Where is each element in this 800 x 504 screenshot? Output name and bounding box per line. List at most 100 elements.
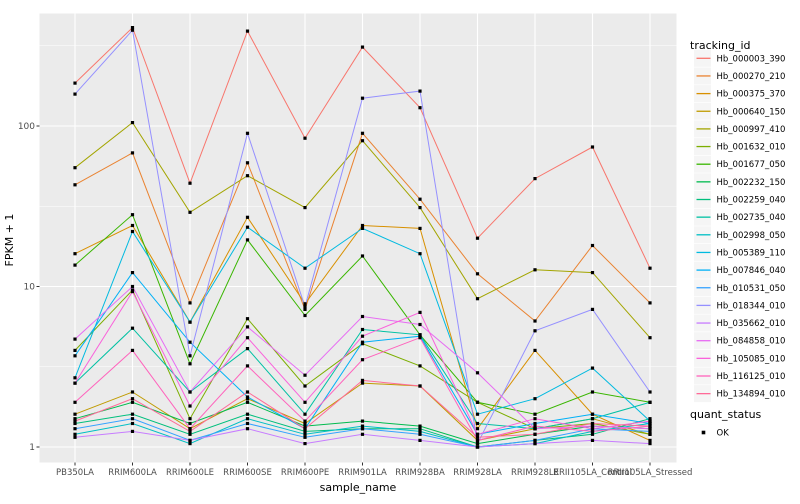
data-point-marker bbox=[73, 419, 77, 423]
data-point-marker bbox=[533, 421, 537, 426]
data-point-marker bbox=[245, 400, 250, 404]
x-tick-label: RRIM600SE bbox=[223, 468, 272, 478]
data-point-marker bbox=[303, 435, 307, 439]
data-point-marker bbox=[130, 271, 135, 275]
y-tick-label: 100 bbox=[18, 122, 35, 132]
data-point-marker bbox=[303, 305, 307, 309]
data-point-marker bbox=[130, 390, 135, 394]
data-point-marker bbox=[245, 397, 250, 401]
data-point-marker bbox=[73, 381, 77, 385]
data-point-marker bbox=[245, 131, 250, 135]
data-point-marker bbox=[360, 254, 365, 258]
data-point-marker bbox=[418, 106, 422, 110]
data-point-marker bbox=[130, 26, 135, 30]
data-point-marker bbox=[130, 412, 135, 416]
legend-label-Hb_002232_150: Hb_002232_150 bbox=[717, 178, 786, 188]
data-point-marker bbox=[475, 272, 480, 276]
data-point-marker bbox=[590, 417, 595, 421]
data-point-marker bbox=[590, 243, 595, 248]
data-point-marker bbox=[590, 438, 595, 442]
data-point-marker bbox=[303, 400, 307, 404]
legend-label-Hb_002735_040: Hb_002735_040 bbox=[717, 213, 786, 223]
legend-label-Hb_035662_010: Hb_035662_010 bbox=[717, 319, 786, 329]
data-point-marker bbox=[418, 384, 422, 388]
data-point-marker bbox=[360, 432, 365, 436]
data-point-marker bbox=[360, 131, 365, 135]
data-point-marker bbox=[245, 225, 250, 229]
x-tick-label: RRIM928BA bbox=[395, 468, 445, 478]
data-point-marker bbox=[475, 297, 480, 301]
legend-title-tracking-id: tracking_id bbox=[690, 39, 751, 52]
data-point-marker bbox=[245, 238, 250, 242]
data-point-marker bbox=[590, 424, 595, 428]
data-point-marker bbox=[648, 442, 652, 446]
legend-label-Hb_007846_040: Hb_007846_040 bbox=[717, 266, 786, 276]
legend-label-Hb_105085_010: Hb_105085_010 bbox=[717, 354, 786, 364]
legend-label-Hb_000997_410: Hb_000997_410 bbox=[717, 125, 786, 135]
data-point-marker bbox=[188, 210, 192, 214]
data-point-marker bbox=[303, 427, 307, 431]
legend-label-Hb_002998_050: Hb_002998_050 bbox=[717, 231, 786, 241]
data-point-marker bbox=[475, 421, 480, 426]
data-point-marker bbox=[590, 427, 595, 431]
data-point-marker bbox=[245, 395, 250, 399]
axis-tick-labels: 100 10 1 PB350LA RRIM600LA RRIM600LE RRIM600SE… bbox=[18, 122, 693, 478]
legend-label-Hb_134894_010: Hb_134894_010 bbox=[717, 390, 786, 400]
legend-ok-marker bbox=[701, 430, 706, 435]
x-tick-label: RRIM928LE bbox=[511, 468, 559, 478]
data-point-marker bbox=[303, 419, 307, 423]
data-point-marker bbox=[533, 427, 537, 431]
data-point-marker bbox=[418, 364, 422, 368]
data-point-marker bbox=[418, 424, 422, 428]
data-point-marker bbox=[533, 268, 537, 272]
data-point-marker bbox=[360, 334, 365, 338]
axis-ticks bbox=[36, 125, 651, 466]
data-point-marker bbox=[418, 310, 422, 314]
data-point-marker bbox=[73, 92, 77, 96]
data-point-marker bbox=[130, 229, 135, 234]
data-point-marker bbox=[533, 417, 537, 421]
data-point-marker bbox=[188, 354, 192, 358]
data-point-marker bbox=[648, 432, 652, 436]
legend-label-Hb_010531_050: Hb_010531_050 bbox=[717, 284, 786, 294]
data-point-marker bbox=[130, 326, 135, 330]
data-point-marker bbox=[418, 432, 422, 436]
data-point-marker bbox=[130, 284, 135, 289]
data-point-marker bbox=[73, 421, 77, 426]
plot-panel bbox=[39, 13, 677, 463]
data-point-marker bbox=[360, 419, 365, 423]
data-point-marker bbox=[475, 236, 480, 240]
data-point-marker bbox=[73, 166, 77, 170]
legend-label-Hb_002259_040: Hb_002259_040 bbox=[717, 196, 786, 206]
x-tick-label: RRIM600PE bbox=[281, 468, 329, 478]
data-point-marker bbox=[73, 348, 77, 352]
data-point-marker bbox=[245, 364, 250, 368]
data-point-marker bbox=[73, 263, 77, 267]
legend-tracking-id-entries: Hb_000003_390 Hb_000270_210 Hb_000375_370 H… bbox=[694, 49, 786, 403]
data-point-marker bbox=[73, 376, 77, 380]
data-point-marker bbox=[360, 424, 365, 428]
legend-label-Hb_000375_370: Hb_000375_370 bbox=[717, 90, 786, 100]
data-point-marker bbox=[188, 320, 192, 324]
x-tick-label: RRII105LA_Control bbox=[553, 468, 632, 478]
data-point-marker bbox=[188, 362, 192, 366]
data-point-marker bbox=[73, 412, 77, 416]
data-point-marker bbox=[303, 432, 307, 436]
data-point-marker bbox=[360, 226, 365, 230]
legend-label-Hb_001632_010: Hb_001632_010 bbox=[717, 143, 786, 153]
data-point-marker bbox=[648, 390, 652, 394]
data-point-marker bbox=[303, 373, 307, 377]
x-tick-label: RRIM600LE bbox=[166, 468, 214, 478]
data-point-marker bbox=[590, 145, 595, 149]
data-point-marker bbox=[130, 213, 135, 217]
data-point-marker bbox=[303, 266, 307, 270]
legend-title-quant-status: quant_status bbox=[690, 408, 762, 421]
data-point-marker bbox=[533, 438, 537, 442]
data-point-marker bbox=[188, 438, 192, 442]
data-point-marker bbox=[245, 421, 250, 426]
data-point-marker bbox=[418, 429, 422, 433]
data-point-marker bbox=[648, 400, 652, 404]
data-point-marker bbox=[130, 429, 135, 433]
data-point-marker bbox=[648, 421, 652, 426]
